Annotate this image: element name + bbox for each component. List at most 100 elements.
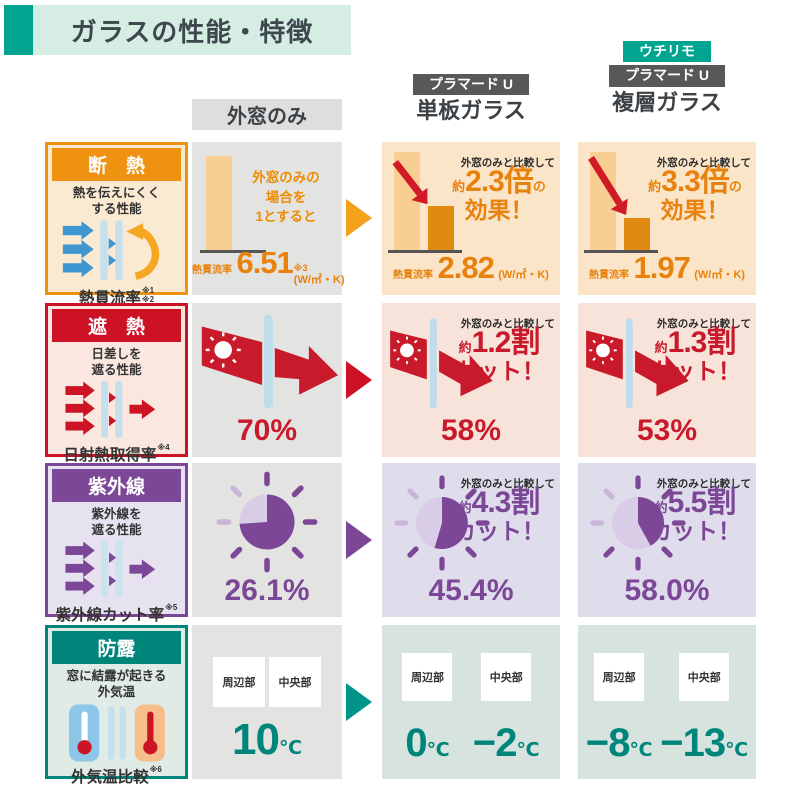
ratio-value: 1.3割 [667, 326, 737, 359]
uv-double-cell: 外窓のみと比較して 約5.5割 カット！ 58.0% [578, 463, 756, 617]
temperature-number: 0 [405, 721, 427, 765]
sun-pie-icon [216, 471, 318, 573]
uv-baseline-cell: 26.1% [192, 463, 342, 617]
uv-cut-percent: 26.1% [224, 574, 310, 607]
insulation-badge: 断 熱 [52, 148, 181, 181]
zone-center-label: 中央部 [679, 653, 730, 701]
uchirimo-badge: ウチリモ [623, 41, 711, 63]
ratio-line2: カット！ [453, 358, 545, 384]
solar-gain-percent: 70% [236, 414, 298, 447]
column-header-outer-window-only: 外窓のみ [192, 99, 342, 130]
metric-text: 日射熱取得率 [63, 446, 157, 464]
arrow-right-icon [346, 683, 372, 721]
ratio-value: 1.2割 [471, 326, 541, 359]
insulation-heat-flow-icon [61, 218, 173, 286]
page-title-bar: ガラスの性能・特徴 [33, 5, 351, 55]
u-value-label: 熱貫流率 [589, 270, 630, 281]
sun-pie-icon [590, 475, 686, 571]
cut-ratio: 約5.5割 カット！ [636, 488, 754, 543]
page-title: ガラスの性能・特徴 [70, 16, 314, 47]
uv-label-cell: 紫外線 紫外線を 遮る性能 紫外線カット率※5 [45, 463, 188, 624]
arrow-right-icon [346, 521, 372, 559]
compare-note: 外窓のみと比較して [656, 478, 751, 490]
edge-temperature: 周辺部 −8℃ [585, 653, 653, 779]
baseline-note: 外窓のみの 場合を 1とすると [252, 170, 320, 225]
uv-cut-percent: 58.0% [624, 574, 710, 607]
zone-center-label: 中央部 [481, 653, 532, 701]
u-value-number: 6.51 [236, 245, 293, 281]
u-value-number: 2.82 [437, 250, 494, 285]
zone-edge-label: 周辺部 [594, 653, 645, 701]
bar-axis [584, 250, 658, 253]
anti-condensation-badge: 防露 [52, 631, 181, 664]
u-value-label: 熱貫流率 [192, 265, 232, 277]
u-value-unit: (W/㎡・K) [293, 273, 345, 286]
insulation-label-cell: 断 熱 熱を伝えにくく する性能 熱貫流率※1 ※2 [45, 142, 188, 307]
insulation-baseline-cell: 外窓のみの 場合を 1とすると 熱貫流率 6.51 ※3 (W/㎡・K) [192, 142, 345, 295]
baseline-bar [206, 156, 232, 250]
temperature-unit: ℃ [725, 740, 749, 761]
ratio-value: 5.5割 [667, 486, 737, 519]
single-glass-title: 単板ガラス [416, 98, 526, 124]
compare-note: 外窓のみと比較して [460, 478, 555, 490]
bar-axis [388, 250, 462, 253]
effect-ratio: 約3.3倍の 効果！ [636, 167, 754, 222]
uv-badge: 紫外線 [52, 469, 181, 502]
insulation-desc: 熱を伝えにくく する性能 [72, 186, 161, 217]
u-value-footnote: ※3 [293, 263, 308, 274]
ratio-value: 4.3割 [471, 486, 541, 519]
ratio-value: 2.3倍 [465, 165, 534, 198]
temperature-unit: ℃ [426, 740, 450, 761]
uv-metric-label: 紫外線カット率※5 [56, 603, 178, 626]
temperature-number: 10 [232, 715, 280, 764]
plamado-u-badge: プラマード U [413, 74, 529, 96]
solar-gain-percent: 58% [440, 414, 502, 447]
temperature-unit: ℃ [516, 740, 540, 761]
compare-note: 外窓のみと比較して [460, 318, 555, 330]
u-value: 熱貫流率 2.82 (W/㎡・K) [382, 250, 560, 286]
cut-ratio: 約1.3割 カット！ [636, 328, 754, 383]
ratio-approx: 約 [654, 340, 668, 355]
metric-text: 熱貫流率 [78, 289, 141, 307]
heat-shield-double-cell: 外窓のみと比較して 約1.3割 カット！ 53% [578, 303, 756, 457]
uv-arrows-icon [61, 539, 173, 603]
heat-shield-badge: 遮 熱 [52, 309, 181, 342]
cut-ratio: 約4.3割 カット！ [440, 488, 558, 543]
heat-shield-single-cell: 外窓のみと比較して 約1.2割 カット！ 58% [382, 303, 560, 457]
ratio-line2: カット！ [649, 518, 741, 544]
ratio-line2: カット！ [649, 358, 741, 384]
compare-note: 外窓のみと比較して [656, 318, 751, 330]
anti-condensation-baseline-cell: 周辺部 中央部 10℃ [192, 625, 342, 779]
solar-gain-percent: 53% [636, 414, 698, 447]
u-value-unit: (W/㎡・K) [694, 269, 745, 281]
ratio-approx: 約 [654, 500, 668, 515]
ratio-suffix: の [728, 179, 742, 194]
heat-shield-arrows-icon [61, 379, 173, 443]
metric-text: 紫外線カット率 [55, 606, 165, 624]
arrow-right-icon [346, 361, 372, 399]
u-value-number: 1.97 [633, 250, 690, 285]
insulation-metric-label: 熱貫流率※1 ※2 [79, 286, 154, 309]
temperature-unit: ℃ [629, 740, 653, 761]
uv-cut-percent: 45.4% [428, 574, 514, 607]
sun-heat-arrow-icon [586, 318, 689, 409]
arrow-right-icon [346, 199, 372, 237]
plamado-u-badge: プラマード U [609, 65, 725, 87]
temperature-number: −13 [660, 721, 726, 765]
ratio-approx: 約 [452, 179, 466, 194]
u-value-unit: (W/㎡・K) [498, 269, 549, 281]
metric-text: 外気温比較 [71, 768, 149, 786]
anti-condensation-single-cell: 周辺部 0℃ 中央部 −2℃ [382, 625, 560, 779]
ratio-value: 3.3倍 [661, 165, 730, 198]
temperature-unit: ℃ [278, 738, 302, 759]
zone-center-label: 中央部 [269, 657, 321, 707]
thermometers-icon [61, 701, 173, 765]
temperature-value: 10℃ [192, 715, 342, 765]
u-value-label: 熱貫流率 [393, 270, 434, 281]
temperature-number: −8 [585, 721, 631, 765]
uv-single-cell: 外窓のみと比較して 約4.3割 カット！ 45.4% [382, 463, 560, 617]
uv-desc: 紫外線を 遮る性能 [91, 507, 142, 538]
zone-edge-label: 周辺部 [213, 657, 265, 707]
anti-condensation-label-cell: 防露 窓に結露が起きる 外気温 外気温比較※6 [45, 625, 188, 786]
